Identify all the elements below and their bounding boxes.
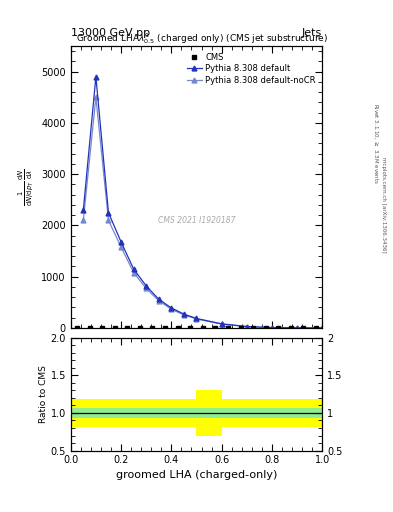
Line: CMS: CMS bbox=[75, 326, 318, 329]
Y-axis label: Ratio to CMS: Ratio to CMS bbox=[39, 365, 48, 423]
Text: 13000 GeV pp: 13000 GeV pp bbox=[71, 28, 150, 38]
Pythia 8.308 default-noCR bbox=[94, 94, 98, 100]
Pythia 8.308 default bbox=[144, 283, 149, 289]
Bar bbox=[247, 399, 259, 426]
Pythia 8.308 default bbox=[219, 321, 224, 327]
Pythia 8.308 default-noCR bbox=[81, 217, 86, 223]
Pythia 8.308 default-noCR bbox=[106, 217, 111, 223]
CMS bbox=[188, 325, 193, 331]
Bar bbox=[146, 399, 159, 426]
CMS bbox=[175, 325, 180, 331]
Pythia 8.308 default bbox=[270, 325, 274, 331]
Bar bbox=[285, 399, 297, 426]
Pythia 8.308 default-noCR bbox=[169, 306, 174, 312]
Bar bbox=[96, 399, 108, 426]
Y-axis label: $\frac{1}{\mathrm{d}N/\mathrm{d}p_T}\,\frac{\mathrm{d}N}{\mathrm{d}\lambda}$: $\frac{1}{\mathrm{d}N/\mathrm{d}p_T}\,\f… bbox=[17, 168, 36, 206]
Pythia 8.308 default-noCR bbox=[182, 312, 186, 318]
Line: Pythia 8.308 default: Pythia 8.308 default bbox=[81, 74, 325, 330]
Pythia 8.308 default bbox=[182, 311, 186, 317]
CMS bbox=[75, 325, 79, 331]
X-axis label: groomed LHA (charged-only): groomed LHA (charged-only) bbox=[116, 470, 277, 480]
CMS bbox=[125, 325, 130, 331]
Bar bbox=[159, 399, 171, 426]
Pythia 8.308 default bbox=[119, 239, 123, 245]
Pythia 8.308 default-noCR bbox=[156, 297, 161, 304]
CMS bbox=[314, 325, 318, 331]
CMS bbox=[112, 325, 117, 331]
Text: mcplots.cern.ch [arXiv:1306.3436]: mcplots.cern.ch [arXiv:1306.3436] bbox=[381, 157, 386, 252]
Text: Jets: Jets bbox=[302, 28, 322, 38]
Bar bbox=[121, 399, 134, 426]
CMS bbox=[213, 325, 218, 331]
Pythia 8.308 default-noCR bbox=[131, 269, 136, 275]
Bar bbox=[71, 399, 83, 426]
Bar bbox=[134, 399, 146, 426]
CMS bbox=[87, 325, 92, 331]
Text: Groomed LHA$\lambda^{1}_{0.5}$ (charged only) (CMS jet substructure): Groomed LHA$\lambda^{1}_{0.5}$ (charged … bbox=[76, 31, 328, 46]
CMS bbox=[150, 325, 155, 331]
Pythia 8.308 default-noCR bbox=[194, 316, 199, 322]
CMS bbox=[226, 325, 230, 331]
Pythia 8.308 default-noCR bbox=[144, 285, 149, 291]
CMS bbox=[238, 325, 243, 331]
Pythia 8.308 default bbox=[169, 305, 174, 311]
Bar bbox=[108, 399, 121, 426]
Bar bbox=[234, 399, 247, 426]
CMS bbox=[276, 325, 281, 331]
Pythia 8.308 default-noCR bbox=[244, 324, 249, 330]
Pythia 8.308 default bbox=[156, 296, 161, 302]
CMS bbox=[200, 325, 205, 331]
Text: CMS 2021 I1920187: CMS 2021 I1920187 bbox=[158, 217, 235, 225]
Bar bbox=[259, 399, 272, 426]
Line: Pythia 8.308 default-noCR: Pythia 8.308 default-noCR bbox=[81, 95, 325, 330]
Pythia 8.308 default-noCR bbox=[119, 244, 123, 250]
Bar bbox=[184, 399, 196, 426]
CMS bbox=[138, 325, 142, 331]
CMS bbox=[263, 325, 268, 331]
Legend: CMS, Pythia 8.308 default, Pythia 8.308 default-noCR: CMS, Pythia 8.308 default, Pythia 8.308 … bbox=[184, 50, 318, 87]
Pythia 8.308 default bbox=[106, 209, 111, 216]
Pythia 8.308 default-noCR bbox=[320, 325, 325, 331]
Bar bbox=[297, 399, 310, 426]
Pythia 8.308 default bbox=[244, 324, 249, 330]
Pythia 8.308 default bbox=[131, 266, 136, 272]
CMS bbox=[288, 325, 293, 331]
Bar bbox=[71, 408, 322, 418]
Bar bbox=[310, 399, 322, 426]
CMS bbox=[301, 325, 306, 331]
Pythia 8.308 default bbox=[81, 207, 86, 213]
Pythia 8.308 default-noCR bbox=[295, 325, 299, 331]
Bar bbox=[171, 399, 184, 426]
CMS bbox=[163, 325, 167, 331]
Pythia 8.308 default bbox=[94, 74, 98, 80]
CMS bbox=[100, 325, 105, 331]
Text: Rivet 3.1.10, $\geq$ 3.3M events: Rivet 3.1.10, $\geq$ 3.3M events bbox=[371, 103, 379, 184]
Bar bbox=[196, 391, 209, 436]
Pythia 8.308 default bbox=[295, 325, 299, 331]
Bar bbox=[209, 391, 222, 436]
Pythia 8.308 default-noCR bbox=[270, 325, 274, 331]
Bar bbox=[222, 399, 234, 426]
CMS bbox=[251, 325, 255, 331]
Pythia 8.308 default bbox=[194, 315, 199, 322]
Bar bbox=[272, 399, 285, 426]
Bar bbox=[83, 399, 96, 426]
Pythia 8.308 default bbox=[320, 325, 325, 331]
Pythia 8.308 default-noCR bbox=[219, 321, 224, 327]
